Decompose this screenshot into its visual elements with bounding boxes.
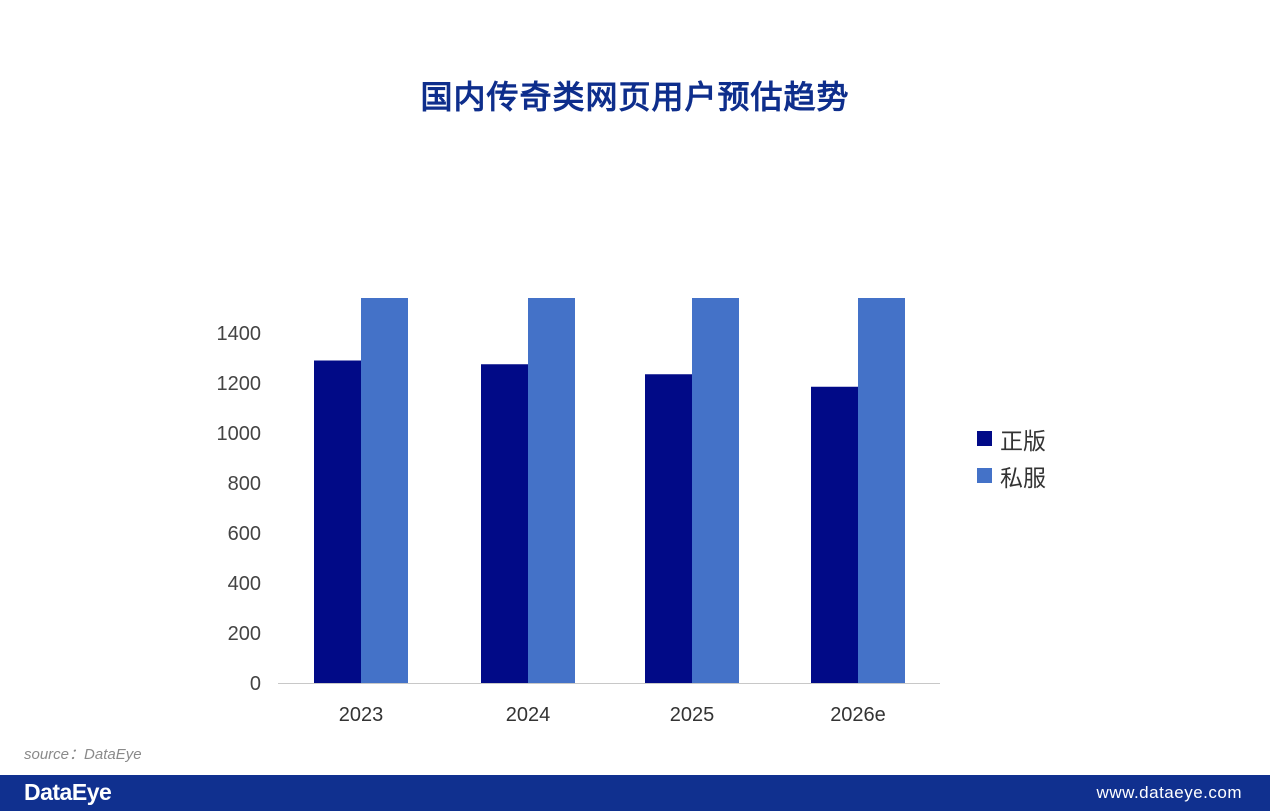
x-tick-label: 2024 [506, 704, 551, 726]
legend-item-series-1: 正版 [977, 420, 1046, 457]
bar-series-2-2023 [361, 298, 408, 683]
legend-label-series-2: 私服 [1000, 465, 1046, 492]
y-tick-label: 1400 [217, 323, 262, 345]
bar-series-2-2026e [858, 298, 905, 683]
bar-series-2-2024 [528, 298, 575, 683]
y-tick-label: 0 [250, 673, 261, 695]
x-tick-label: 2025 [670, 704, 715, 726]
x-tick-label: 2023 [339, 704, 384, 726]
bar-series-1-2024 [481, 364, 528, 683]
footer-logo: DataEye [24, 779, 112, 805]
legend: 正版 私服 [977, 420, 1046, 494]
y-tick-label: 1200 [217, 373, 262, 395]
bar-series-1-2026e [811, 386, 858, 683]
x-tick-label: 2026e [830, 704, 886, 726]
y-tick-label: 600 [228, 523, 261, 545]
y-tick-label: 200 [228, 623, 261, 645]
legend-swatch-series-2 [977, 468, 992, 483]
legend-swatch-series-1 [977, 431, 992, 446]
bar-series-1-2025 [645, 374, 692, 683]
bar-series-1-2023 [314, 360, 361, 683]
legend-label-series-1: 正版 [1000, 428, 1046, 455]
y-tick-label: 1000 [217, 423, 262, 445]
y-tick-label: 800 [228, 473, 261, 495]
footer-bar: DataEye www.dataeye.com [0, 775, 1270, 811]
chart-title: 国内传奇类网页用户预估趋势 [420, 78, 850, 116]
y-tick-label: 400 [228, 573, 261, 595]
legend-item-series-2: 私服 [977, 457, 1046, 494]
bar-series-2-2025 [692, 298, 739, 683]
footer-url: www.dataeye.com [1096, 783, 1242, 802]
source-note: source：DataEye [24, 746, 142, 763]
